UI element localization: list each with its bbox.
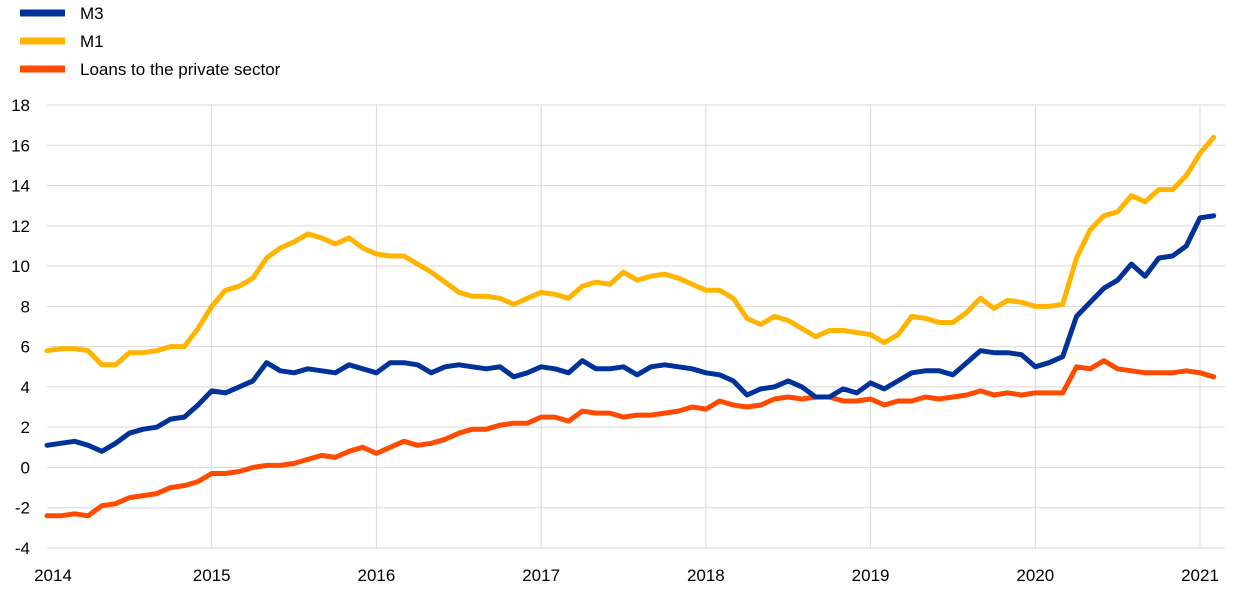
series-line-m1 (44, 134, 1217, 368)
y-tick-label: 8 (21, 297, 30, 316)
y-tick-label: 18 (11, 96, 30, 115)
x-tick-label: 2014 (34, 566, 72, 585)
legend-label: M3 (80, 4, 104, 23)
y-tick-label: -2 (15, 499, 30, 518)
x-tick-label: 2020 (1016, 566, 1054, 585)
x-axis: 2014 2015 2016 2017 2018 2019 2020 2021 (34, 566, 1219, 585)
x-tick-label: 2021 (1181, 566, 1219, 585)
series-line-loans-to-the-private-sector (44, 358, 1217, 519)
series-line-m3 (44, 213, 1217, 454)
series-lines (44, 134, 1217, 519)
y-tick-label: 0 (21, 458, 30, 477)
y-tick-label: 16 (11, 136, 30, 155)
y-axis: -4 -2 0 2 4 6 8 10 12 14 16 18 (11, 96, 30, 558)
legend-label: Loans to the private sector (80, 60, 281, 79)
y-tick-label: 12 (11, 217, 30, 236)
x-tick-label: 2019 (852, 566, 890, 585)
y-tick-label: -4 (15, 539, 30, 558)
x-tick-label: 2018 (687, 566, 725, 585)
x-tick-label: 2015 (193, 566, 231, 585)
y-tick-label: 6 (21, 338, 30, 357)
y-tick-label: 14 (11, 177, 30, 196)
x-tick-label: 2016 (358, 566, 396, 585)
y-tick-label: 2 (21, 418, 30, 437)
legend: M3 M1 Loans to the private sector (20, 4, 281, 79)
legend-label: M1 (80, 32, 104, 51)
grid (47, 104, 1225, 549)
y-tick-label: 4 (21, 378, 30, 397)
x-tick-label: 2017 (522, 566, 560, 585)
y-tick-label: 10 (11, 257, 30, 276)
